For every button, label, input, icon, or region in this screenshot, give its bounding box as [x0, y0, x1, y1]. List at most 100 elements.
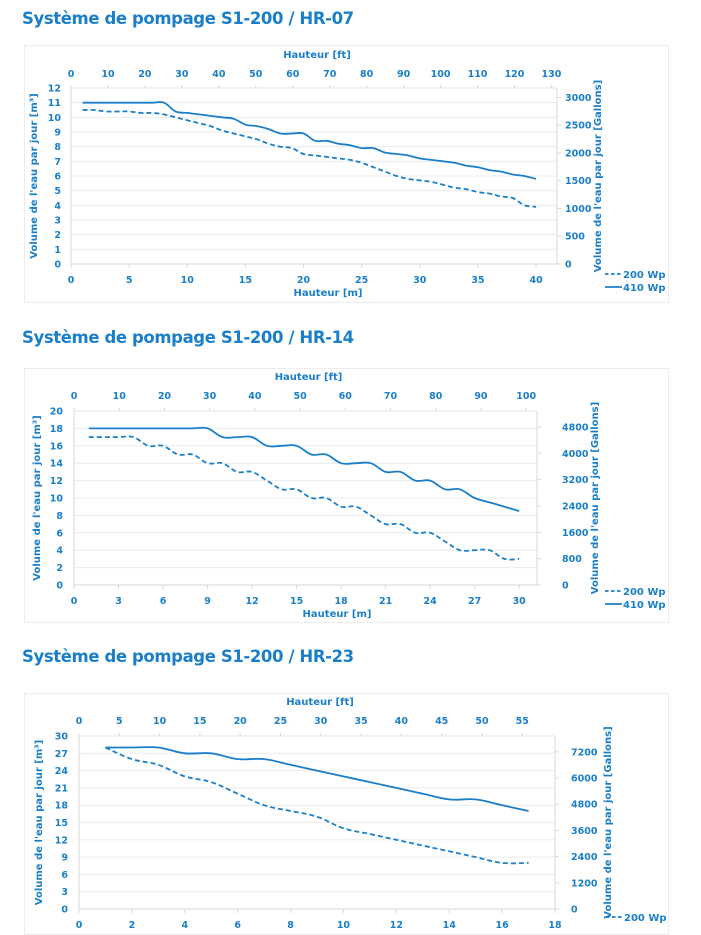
y2-tick-label: 2500 — [565, 121, 592, 132]
series-line-200-wp — [105, 746, 529, 865]
y-tick-label: 9 — [61, 853, 68, 864]
x2-tick-label: 20 — [158, 391, 172, 402]
x2-tick-label: 80 — [360, 69, 374, 80]
y2-axis-title: Volume de l'eau par jour [Gallons] — [603, 726, 614, 918]
x2-tick-label: 40 — [212, 69, 226, 80]
x2-tick-label: 30 — [203, 391, 217, 402]
x-tick-label: 21 — [379, 596, 392, 607]
y-tick-label: 0 — [56, 581, 63, 592]
x-tick-label: 18 — [334, 596, 348, 607]
y-tick-label: 4 — [54, 201, 61, 212]
y2-tick-label: 2400 — [571, 852, 598, 863]
x2-tick-label: 90 — [397, 69, 411, 80]
y2-tick-label: 3000 — [565, 93, 592, 104]
y-tick-label: 1 — [54, 245, 61, 256]
y2-tick-label: 4000 — [562, 449, 589, 460]
y2-tick-label: 1200 — [571, 878, 598, 889]
x2-tick-label: 35 — [354, 716, 367, 727]
y-tick-label: 0 — [54, 260, 61, 271]
series-line-410-wp — [88, 426, 520, 512]
x-tick-label: 10 — [181, 275, 195, 286]
y-tick-label: 5 — [54, 186, 61, 197]
x2-tick-label: 60 — [339, 391, 353, 402]
y2-tick-label: 3600 — [571, 826, 598, 837]
x2-tick-label: 50 — [475, 716, 489, 727]
x-tick-label: 9 — [204, 596, 211, 607]
legend-label-200wp: 200 Wp — [623, 270, 666, 281]
y-tick-label: 20 — [50, 407, 64, 418]
x-tick-label: 40 — [529, 275, 543, 286]
y-tick-label: 16 — [50, 441, 64, 452]
x2-axis-title: Hauteur [ft] — [275, 372, 343, 383]
x2-tick-label: 40 — [248, 391, 262, 402]
x-tick-label: 15 — [290, 596, 303, 607]
y-tick-label: 0 — [61, 905, 68, 916]
x2-tick-label: 40 — [395, 716, 409, 727]
x2-tick-label: 55 — [516, 716, 529, 727]
x-tick-label: 0 — [71, 596, 78, 607]
y2-tick-label: 0 — [571, 905, 578, 916]
x-tick-label: 3 — [115, 596, 122, 607]
y2-tick-label: 0 — [562, 581, 569, 592]
y-tick-label: 3 — [54, 216, 61, 227]
legend-label-410wp: 410 Wp — [623, 600, 666, 611]
section-title-hr23: Système de pompage S1-200 / HR-23 — [22, 647, 354, 666]
x-tick-label: 16 — [495, 920, 509, 931]
y-tick-label: 9 — [54, 128, 61, 139]
x2-tick-label: 60 — [286, 69, 300, 80]
y-axis-title: Volume de l'eau par jour [m³] — [34, 740, 45, 905]
x-tick-label: 35 — [471, 275, 484, 286]
x-axis-title: Hauteur [m] — [303, 609, 372, 620]
x2-tick-label: 10 — [113, 391, 127, 402]
y-tick-label: 12 — [48, 84, 61, 95]
x-tick-label: 25 — [355, 275, 368, 286]
y2-tick-label: 4800 — [571, 800, 598, 811]
y2-axis-title: Volume de l'eau par jour [Gallons] — [593, 80, 604, 272]
y-tick-label: 15 — [55, 818, 68, 829]
x2-tick-label: 5 — [116, 716, 123, 727]
x2-tick-label: 130 — [542, 69, 562, 80]
y2-tick-label: 7200 — [571, 747, 598, 758]
y2-tick-label: 0 — [565, 260, 572, 271]
x-tick-label: 0 — [76, 920, 83, 931]
x-tick-label: 12 — [390, 920, 403, 931]
y-axis-title: Volume de l'eau par jour [m³] — [32, 415, 43, 580]
legend: 200 Wp 410 Wp — [605, 587, 666, 611]
y2-tick-label: 800 — [562, 554, 582, 565]
y-tick-label: 18 — [55, 801, 69, 812]
x-tick-label: 20 — [297, 275, 311, 286]
x2-tick-label: 20 — [138, 69, 152, 80]
series-line-200-wp — [82, 108, 537, 208]
y-tick-label: 18 — [50, 424, 64, 435]
x-tick-label: 27 — [468, 596, 481, 607]
x2-tick-label: 120 — [505, 69, 525, 80]
legend: 200 Wp — [606, 913, 667, 924]
x-tick-label: 24 — [424, 596, 438, 607]
x2-axis-title: Hauteur [ft] — [286, 697, 354, 708]
y-tick-label: 2 — [56, 563, 63, 574]
x2-tick-label: 0 — [71, 391, 78, 402]
x-tick-label: 8 — [287, 920, 294, 931]
y-tick-label: 27 — [55, 749, 68, 760]
y-tick-label: 10 — [48, 113, 62, 124]
y-tick-label: 30 — [55, 732, 69, 743]
x2-tick-label: 70 — [384, 391, 398, 402]
series-line-410-wp — [82, 101, 537, 180]
x2-tick-label: 25 — [274, 716, 287, 727]
x-tick-label: 14 — [443, 920, 457, 931]
x2-tick-label: 90 — [474, 391, 488, 402]
y2-tick-label: 4800 — [562, 422, 589, 433]
y-tick-label: 21 — [55, 783, 68, 794]
y2-tick-label: 1500 — [565, 176, 592, 187]
y-tick-label: 3 — [61, 887, 68, 898]
x-tick-label: 6 — [234, 920, 241, 931]
x2-axis-title: Hauteur [ft] — [283, 50, 351, 61]
x-tick-label: 30 — [413, 275, 427, 286]
x2-tick-label: 70 — [323, 69, 337, 80]
x-tick-label: 2 — [129, 920, 136, 931]
x2-tick-label: 15 — [193, 716, 206, 727]
y-tick-label: 8 — [56, 511, 63, 522]
x2-tick-label: 0 — [76, 716, 83, 727]
x-tick-label: 30 — [513, 596, 527, 607]
